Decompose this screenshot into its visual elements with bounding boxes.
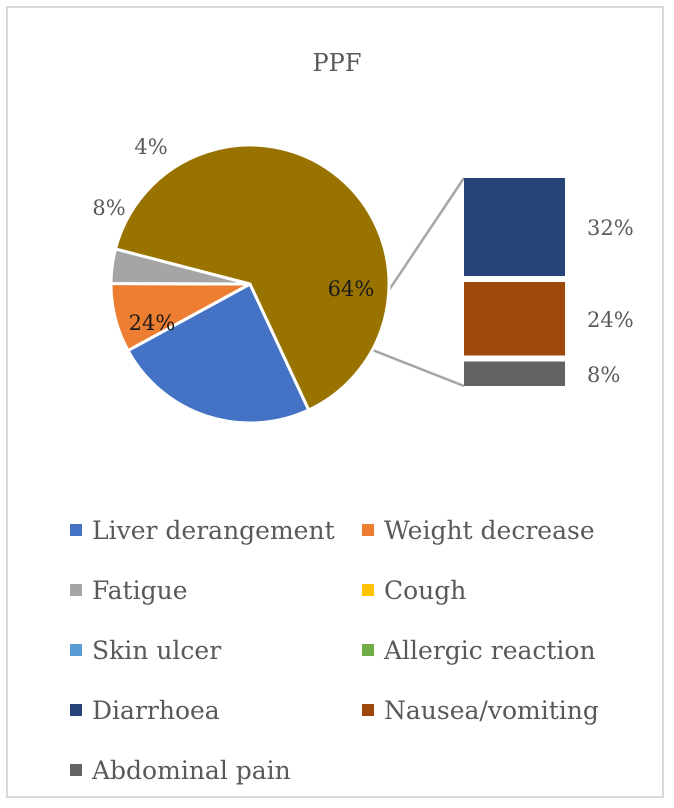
legend-item-liver-derangement: Liver derangement [70, 516, 362, 545]
legend-swatch [362, 524, 374, 536]
pie-slice-liver-derangement [125, 281, 311, 425]
legend-swatch [362, 584, 374, 596]
legend-row: Abdominal pain [70, 740, 650, 800]
legend-label: Nausea/vomiting [384, 695, 599, 725]
pie-label-weight-decrease: 8% [92, 196, 125, 220]
legend-row: Fatigue Cough [70, 560, 650, 620]
legend-item-allergic-reaction: Allergic reaction [362, 636, 642, 665]
legend-item-fatigue: Fatigue [70, 576, 362, 605]
legend-label: Liver derangement [92, 515, 335, 545]
legend-item-cough: Cough [362, 576, 642, 605]
legend-item-diarrhoea: Diarrhoea [70, 696, 362, 725]
legend-swatch [70, 704, 82, 716]
legend-item-nausea-vomiting: Nausea/vomiting [362, 696, 642, 725]
legend-row: Skin ulcer Allergic reaction [70, 620, 650, 680]
legend-label: Abdominal pain [92, 755, 291, 785]
legend-row: Diarrhoea Nausea/vomiting [70, 680, 650, 740]
legend: Liver derangement Weight decrease Fatigue C… [70, 500, 650, 800]
stacked-bar [464, 178, 565, 386]
pie-label-other: 64% [328, 277, 375, 301]
legend-item-skin-ulcer: Skin ulcer [70, 636, 362, 665]
legend-item-weight-decrease: Weight decrease [362, 516, 642, 545]
legend-item-abdominal-pain: Abdominal pain [70, 756, 362, 785]
bar-label-nausea-vomiting: 24% [587, 308, 634, 332]
legend-label: Fatigue [92, 575, 188, 605]
legend-swatch [362, 704, 374, 716]
bar-label-diarrhoea: 32% [587, 216, 634, 240]
legend-row: Liver derangement Weight decrease [70, 500, 650, 560]
bar-segment-diarrhoea [464, 178, 565, 276]
legend-swatch [70, 644, 82, 656]
pie [109, 143, 391, 425]
bar-segment-nausea-vomiting [464, 282, 565, 356]
chart-title: PPF [313, 49, 362, 77]
legend-label: Cough [384, 575, 467, 605]
bar-label-abdominal-pain: 8% [587, 363, 620, 387]
bar-of-pie-chart: PPF 24% 8% 4% 64% 32% 24% 8% [92, 49, 634, 425]
legend-swatch [70, 524, 82, 536]
legend-label: Diarrhoea [92, 695, 220, 725]
legend-swatch [70, 764, 82, 776]
legend-swatch [70, 584, 82, 596]
chart-frame: PPF 24% 8% 4% 64% 32% 24% 8% Liver derangement… [6, 6, 664, 798]
pie-slice-other [113, 143, 391, 412]
bar-segment-abdominal-pain [464, 361, 565, 386]
pie-label-liver-derangement: 24% [129, 311, 176, 335]
legend-label: Skin ulcer [92, 635, 222, 665]
pie-label-fatigue: 4% [134, 135, 167, 159]
legend-swatch [362, 644, 374, 656]
data-labels: 24% 8% 4% 64% 32% 24% 8% [92, 135, 633, 387]
legend-label: Allergic reaction [384, 635, 596, 665]
legend-label: Weight decrease [384, 515, 595, 545]
